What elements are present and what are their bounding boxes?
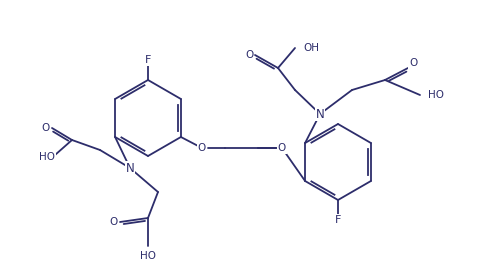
Text: HO: HO [428,90,444,100]
Text: O: O [278,143,286,153]
Text: HO: HO [140,251,156,261]
Text: F: F [335,215,341,225]
Text: N: N [126,161,135,175]
Text: O: O [409,58,417,68]
Text: N: N [316,107,324,120]
Text: F: F [145,55,151,65]
Text: O: O [198,143,206,153]
Text: O: O [245,50,253,60]
Text: O: O [110,217,118,227]
Text: OH: OH [303,43,319,53]
Text: O: O [42,123,50,133]
Text: HO: HO [39,152,55,162]
